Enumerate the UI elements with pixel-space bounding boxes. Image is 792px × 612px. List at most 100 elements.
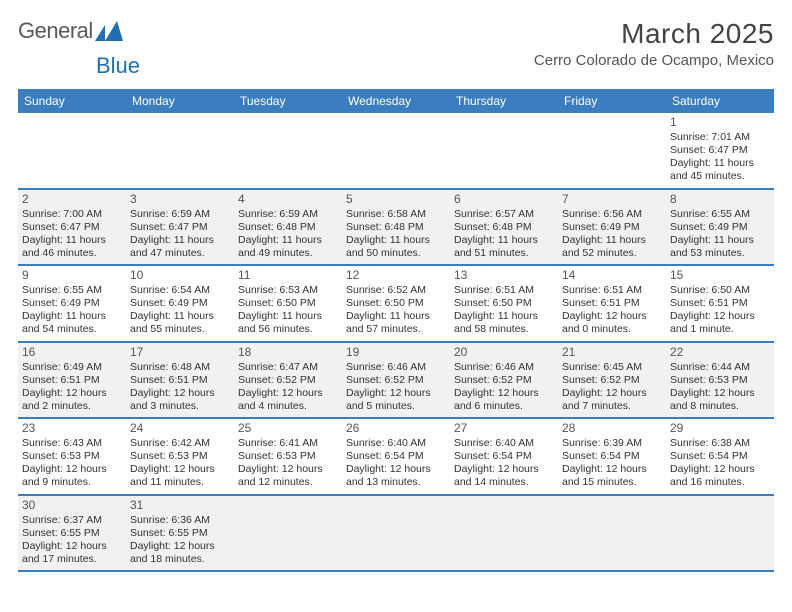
- day-sunset: Sunset: 6:55 PM: [22, 527, 122, 540]
- day-daylight: Daylight: 11 hours and 53 minutes.: [670, 234, 770, 260]
- day-daylight: Daylight: 12 hours and 17 minutes.: [22, 540, 122, 566]
- day-sunrise: Sunrise: 6:46 AM: [454, 361, 554, 374]
- day-daylight: Daylight: 12 hours and 16 minutes.: [670, 463, 770, 489]
- day-sunrise: Sunrise: 6:36 AM: [130, 514, 230, 527]
- day-sunset: Sunset: 6:48 PM: [238, 221, 338, 234]
- day-sunrise: Sunrise: 6:47 AM: [238, 361, 338, 374]
- day-daylight: Daylight: 12 hours and 14 minutes.: [454, 463, 554, 489]
- day-cell: 13Sunrise: 6:51 AMSunset: 6:50 PMDayligh…: [450, 266, 558, 341]
- day-number: 3: [130, 192, 230, 207]
- day-sunrise: Sunrise: 6:40 AM: [454, 437, 554, 450]
- day-cell: 29Sunrise: 6:38 AMSunset: 6:54 PMDayligh…: [666, 419, 774, 494]
- week-row: 1Sunrise: 7:01 AMSunset: 6:47 PMDaylight…: [18, 113, 774, 190]
- day-sunrise: Sunrise: 6:55 AM: [22, 284, 122, 297]
- day-sunrise: Sunrise: 6:46 AM: [346, 361, 446, 374]
- day-cell-empty: [558, 496, 666, 571]
- weeks-container: 1Sunrise: 7:01 AM Sunset: 6:47 PM Daylight…: [18, 113, 774, 572]
- day-sunset: Sunset: 6:53 PM: [238, 450, 338, 463]
- day-sunrise: Sunrise: 6:48 AM: [130, 361, 230, 374]
- day-daylight: Daylight: 12 hours and 9 minutes.: [22, 463, 122, 489]
- dow-cell: Tuesday: [234, 89, 342, 113]
- day-daylight: Daylight: 11 hours and 49 minutes.: [238, 234, 338, 260]
- day-number: 23: [22, 421, 122, 436]
- day-sunrise: Sunrise: 7:01 AM: [670, 131, 770, 144]
- day-sunset: Sunset: 6:54 PM: [670, 450, 770, 463]
- day-number: 28: [562, 421, 662, 436]
- day-number: 5: [346, 192, 446, 207]
- brand-logo: General: [18, 18, 123, 44]
- dow-cell: Friday: [558, 89, 666, 113]
- day-sunset: Sunset: 6:55 PM: [130, 527, 230, 540]
- day-daylight: Daylight: 12 hours and 8 minutes.: [670, 387, 770, 413]
- day-cell: 20Sunrise: 6:46 AMSunset: 6:52 PMDayligh…: [450, 343, 558, 418]
- day-cell-empty: [126, 113, 234, 188]
- day-number: 25: [238, 421, 338, 436]
- day-sunrise: Sunrise: 6:49 AM: [22, 361, 122, 374]
- day-number: 8: [670, 192, 770, 207]
- day-cell: 23Sunrise: 6:43 AMSunset: 6:53 PMDayligh…: [18, 419, 126, 494]
- day-number: 4: [238, 192, 338, 207]
- day-cell: 27Sunrise: 6:40 AMSunset: 6:54 PMDayligh…: [450, 419, 558, 494]
- day-number: 22: [670, 345, 770, 360]
- day-sunrise: Sunrise: 6:53 AM: [238, 284, 338, 297]
- day-sunset: Sunset: 6:47 PM: [130, 221, 230, 234]
- brand-name-a: General: [18, 18, 93, 44]
- day-sunset: Sunset: 6:54 PM: [562, 450, 662, 463]
- day-cell: 16Sunrise: 6:49 AMSunset: 6:51 PMDayligh…: [18, 343, 126, 418]
- day-sunset: Sunset: 6:48 PM: [454, 221, 554, 234]
- day-sunset: Sunset: 6:54 PM: [346, 450, 446, 463]
- day-daylight: Daylight: 11 hours and 46 minutes.: [22, 234, 122, 260]
- day-number: 15: [670, 268, 770, 283]
- month-title: March 2025: [534, 18, 774, 50]
- day-daylight: Daylight: 11 hours and 55 minutes.: [130, 310, 230, 336]
- dow-header-row: SundayMondayTuesdayWednesdayThursdayFrid…: [18, 89, 774, 113]
- day-cell: 30Sunrise: 6:37 AMSunset: 6:55 PMDayligh…: [18, 496, 126, 571]
- day-cell-empty: [558, 113, 666, 188]
- day-sunrise: Sunrise: 6:51 AM: [562, 284, 662, 297]
- day-sunset: Sunset: 6:53 PM: [130, 450, 230, 463]
- title-block: March 2025 Cerro Colorado de Ocampo, Mex…: [534, 18, 774, 69]
- day-cell: 12Sunrise: 6:52 AMSunset: 6:50 PMDayligh…: [342, 266, 450, 341]
- day-cell-empty: [666, 496, 774, 571]
- day-number: 14: [562, 268, 662, 283]
- day-cell-empty: [450, 496, 558, 571]
- day-number: 11: [238, 268, 338, 283]
- day-cell: 18Sunrise: 6:47 AMSunset: 6:52 PMDayligh…: [234, 343, 342, 418]
- day-cell: 8Sunrise: 6:55 AMSunset: 6:49 PMDaylight…: [666, 190, 774, 265]
- day-sunrise: Sunrise: 6:56 AM: [562, 208, 662, 221]
- day-number: 12: [346, 268, 446, 283]
- day-cell: 2Sunrise: 7:00 AMSunset: 6:47 PMDaylight…: [18, 190, 126, 265]
- day-sunrise: Sunrise: 6:55 AM: [670, 208, 770, 221]
- day-daylight: Daylight: 12 hours and 6 minutes.: [454, 387, 554, 413]
- day-sunrise: Sunrise: 6:40 AM: [346, 437, 446, 450]
- day-sunset: Sunset: 6:50 PM: [238, 297, 338, 310]
- day-sunset: Sunset: 6:50 PM: [454, 297, 554, 310]
- day-sunrise: Sunrise: 6:50 AM: [670, 284, 770, 297]
- location-label: Cerro Colorado de Ocampo, Mexico: [534, 52, 774, 69]
- day-daylight: Daylight: 12 hours and 1 minute.: [670, 310, 770, 336]
- day-sunset: Sunset: 6:52 PM: [238, 374, 338, 387]
- day-sunset: Sunset: 6:48 PM: [346, 221, 446, 234]
- day-sunrise: Sunrise: 6:37 AM: [22, 514, 122, 527]
- dow-cell: Wednesday: [342, 89, 450, 113]
- day-cell: 5Sunrise: 6:58 AMSunset: 6:48 PMDaylight…: [342, 190, 450, 265]
- dow-cell: Saturday: [666, 89, 774, 113]
- day-number: 16: [22, 345, 122, 360]
- day-sunset: Sunset: 6:53 PM: [670, 374, 770, 387]
- day-number: 1: [670, 115, 770, 130]
- day-cell: 4Sunrise: 6:59 AMSunset: 6:48 PMDaylight…: [234, 190, 342, 265]
- day-sunrise: Sunrise: 6:44 AM: [670, 361, 770, 374]
- day-number: 17: [130, 345, 230, 360]
- day-cell-empty: [342, 113, 450, 188]
- dow-cell: Sunday: [18, 89, 126, 113]
- day-number: 13: [454, 268, 554, 283]
- day-sunset: Sunset: 6:52 PM: [346, 374, 446, 387]
- day-cell: 15Sunrise: 6:50 AMSunset: 6:51 PMDayligh…: [666, 266, 774, 341]
- day-sunrise: Sunrise: 6:42 AM: [130, 437, 230, 450]
- day-sunset: Sunset: 6:49 PM: [130, 297, 230, 310]
- week-row: 2Sunrise: 7:00 AMSunset: 6:47 PMDaylight…: [18, 190, 774, 267]
- day-number: 6: [454, 192, 554, 207]
- day-number: 24: [130, 421, 230, 436]
- day-sunrise: Sunrise: 6:38 AM: [670, 437, 770, 450]
- day-cell-empty: [342, 496, 450, 571]
